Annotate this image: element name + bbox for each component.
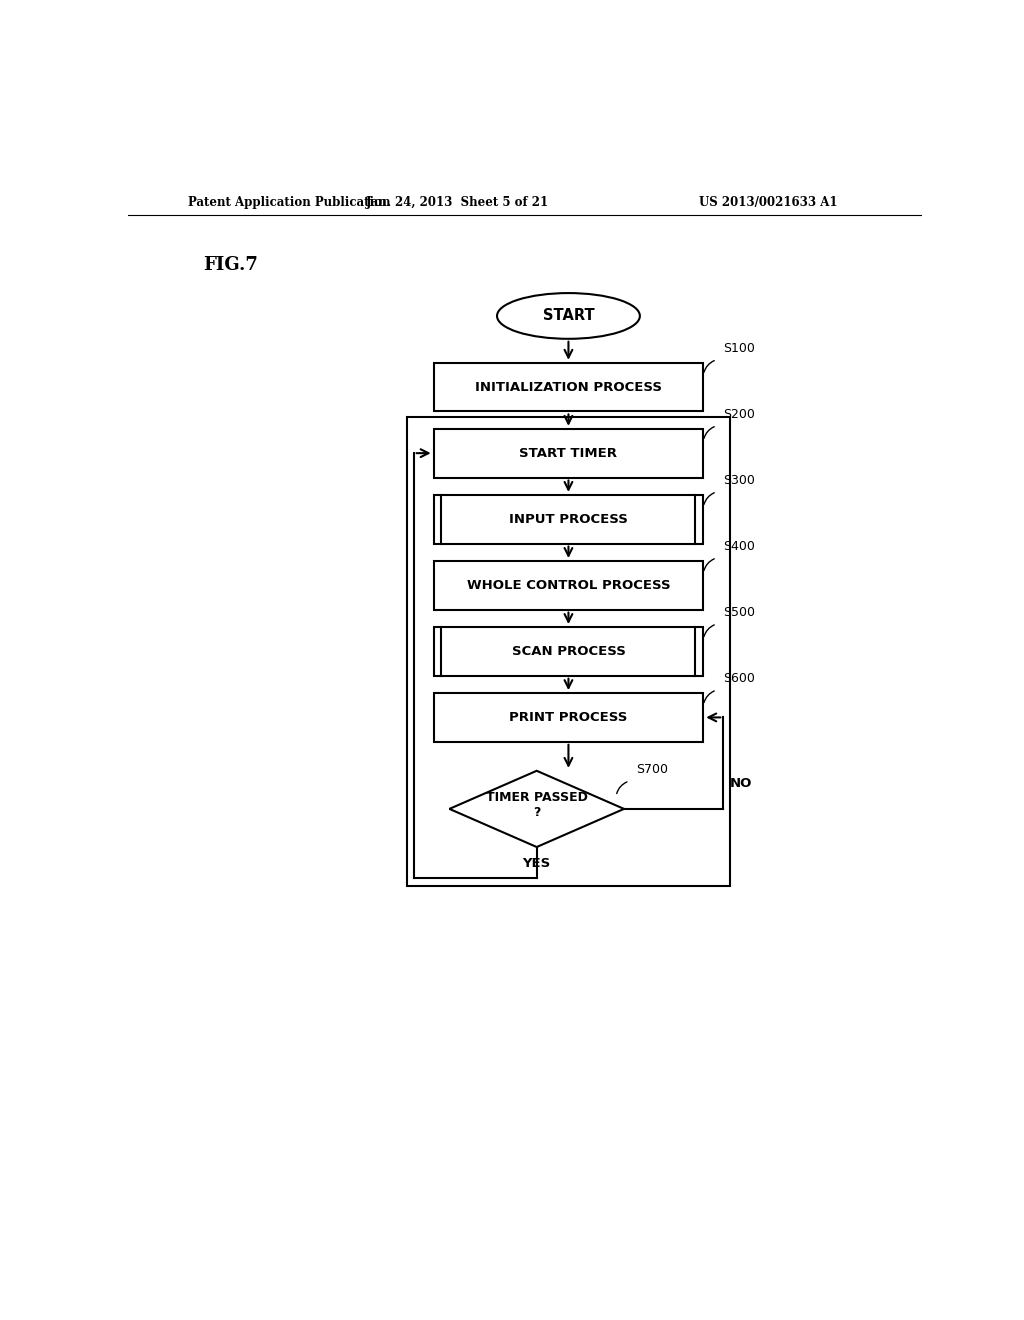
Bar: [433, 693, 703, 742]
Bar: [433, 363, 703, 412]
Text: PRINT PROCESS: PRINT PROCESS: [509, 711, 628, 723]
Text: S600: S600: [723, 672, 755, 685]
Text: S700: S700: [636, 763, 668, 776]
Text: S500: S500: [723, 606, 756, 619]
Text: S100: S100: [723, 342, 755, 355]
Text: FIG.7: FIG.7: [204, 256, 258, 275]
Text: WHOLE CONTROL PROCESS: WHOLE CONTROL PROCESS: [467, 578, 671, 591]
Text: NO: NO: [729, 777, 752, 789]
Bar: [433, 429, 703, 478]
Text: TIMER PASSED
?: TIMER PASSED ?: [485, 791, 588, 818]
Text: S400: S400: [723, 540, 755, 553]
Text: INITIALIZATION PROCESS: INITIALIZATION PROCESS: [475, 380, 662, 393]
Text: START: START: [543, 309, 594, 323]
Text: INPUT PROCESS: INPUT PROCESS: [509, 512, 628, 525]
Bar: [433, 627, 703, 676]
Text: YES: YES: [522, 857, 551, 870]
Polygon shape: [450, 771, 624, 847]
Bar: [433, 495, 703, 544]
Text: Patent Application Publication: Patent Application Publication: [187, 195, 390, 209]
Text: S200: S200: [723, 408, 755, 421]
Bar: [408, 417, 729, 886]
Text: US 2013/0021633 A1: US 2013/0021633 A1: [699, 195, 838, 209]
Text: SCAN PROCESS: SCAN PROCESS: [512, 645, 626, 657]
Text: START TIMER: START TIMER: [519, 446, 617, 459]
Bar: [433, 561, 703, 610]
Text: Jan. 24, 2013  Sheet 5 of 21: Jan. 24, 2013 Sheet 5 of 21: [366, 195, 549, 209]
Text: S300: S300: [723, 474, 755, 487]
